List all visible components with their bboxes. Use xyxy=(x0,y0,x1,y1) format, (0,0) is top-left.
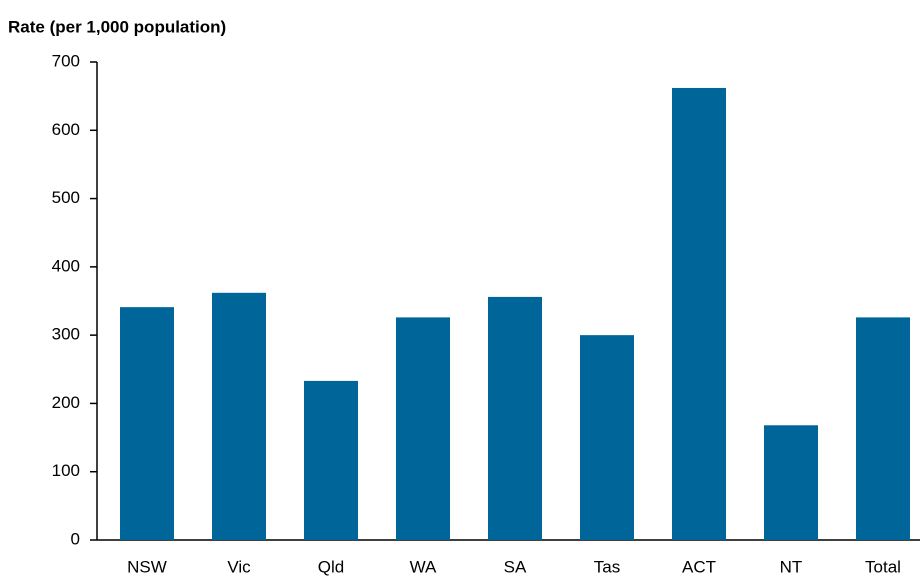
x-tick-label: ACT xyxy=(682,557,716,576)
bar xyxy=(580,335,634,540)
y-tick-label: 500 xyxy=(52,188,80,207)
x-tick-label: WA xyxy=(410,557,437,576)
x-tick-label: SA xyxy=(504,557,527,576)
y-tick-label: 300 xyxy=(52,325,80,344)
bar xyxy=(212,292,266,540)
bar xyxy=(304,380,358,540)
y-tick-label: 0 xyxy=(71,529,80,548)
y-tick-label: 700 xyxy=(52,51,80,70)
y-tick-label: 600 xyxy=(52,120,80,139)
x-tick-label: NSW xyxy=(127,557,167,576)
bar xyxy=(120,307,174,540)
y-tick-label: 400 xyxy=(52,256,80,275)
bar xyxy=(672,87,726,540)
bar xyxy=(856,317,910,540)
bar xyxy=(488,296,542,540)
x-tick-label: Tas xyxy=(594,557,620,576)
y-tick-label: 100 xyxy=(52,461,80,480)
x-tick-label: NT xyxy=(780,557,803,576)
chart-title: Rate (per 1,000 population) xyxy=(8,17,226,36)
x-tick-label: Qld xyxy=(318,557,344,576)
y-tick-label: 200 xyxy=(52,393,80,412)
x-tick-label: Vic xyxy=(227,557,251,576)
x-tick-label: Total xyxy=(865,557,901,576)
bar xyxy=(396,317,450,540)
bar xyxy=(764,425,818,540)
